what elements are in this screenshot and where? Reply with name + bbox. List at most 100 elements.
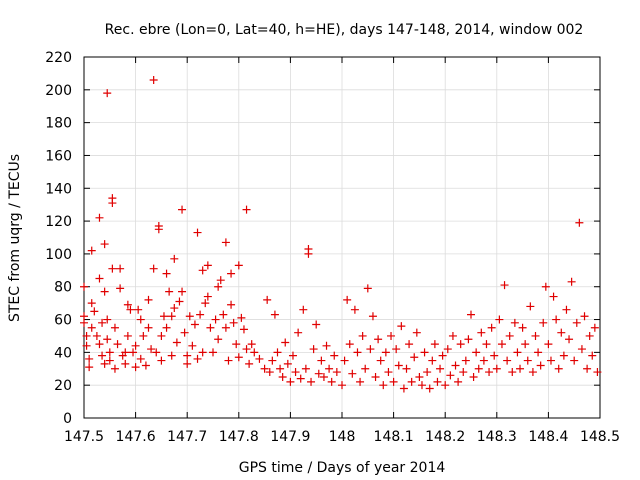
data-point xyxy=(541,282,550,291)
data-point xyxy=(405,340,414,349)
x-tick-label: 148.2 xyxy=(425,429,465,445)
axis-ticks: 0 20 40 60 80 100 120 140 160 180 200 220 147.5 147.6… xyxy=(45,50,620,445)
data-point xyxy=(121,348,130,357)
data-point xyxy=(590,323,599,332)
data-point xyxy=(95,340,104,349)
data-point xyxy=(500,281,509,290)
data-point xyxy=(175,297,184,306)
data-point xyxy=(325,364,334,373)
data-point xyxy=(531,331,540,340)
data-point xyxy=(361,364,370,373)
data-point xyxy=(343,295,352,304)
data-point xyxy=(544,340,553,349)
y-tick-label: 40 xyxy=(54,345,72,361)
data-point xyxy=(178,287,187,296)
data-point xyxy=(98,351,107,360)
data-point xyxy=(201,299,210,308)
data-point xyxy=(534,348,543,357)
data-point xyxy=(159,312,168,321)
data-point xyxy=(147,345,156,354)
data-point xyxy=(183,351,192,360)
y-tick-label: 60 xyxy=(54,313,72,329)
data-point xyxy=(536,361,545,370)
data-point xyxy=(417,381,426,390)
data-point xyxy=(234,261,243,270)
data-point xyxy=(149,75,158,84)
data-point xyxy=(472,348,481,357)
data-point xyxy=(366,345,375,354)
data-point xyxy=(497,340,506,349)
data-point xyxy=(593,368,602,377)
data-point xyxy=(585,331,594,340)
data-point xyxy=(423,368,432,377)
data-point xyxy=(430,340,439,349)
data-point xyxy=(428,356,437,365)
data-point xyxy=(144,295,153,304)
data-point xyxy=(299,305,308,314)
data-point xyxy=(319,372,328,381)
data-point xyxy=(154,225,163,234)
data-point xyxy=(425,384,434,393)
data-point xyxy=(108,264,117,273)
x-axis-label: GPS time / Days of year 2014 xyxy=(239,460,446,476)
data-point xyxy=(247,340,256,349)
data-point xyxy=(237,313,246,322)
data-point xyxy=(116,264,125,273)
data-point xyxy=(87,299,96,308)
data-point xyxy=(567,277,576,286)
data-point xyxy=(286,377,295,386)
data-point xyxy=(415,372,424,381)
data-point xyxy=(193,228,202,237)
data-point xyxy=(503,356,512,365)
data-point xyxy=(80,312,88,321)
data-point xyxy=(296,374,305,383)
data-point xyxy=(185,312,194,321)
data-point xyxy=(85,363,94,372)
data-point xyxy=(221,238,230,247)
data-point xyxy=(577,345,586,354)
data-point xyxy=(580,312,589,321)
data-point xyxy=(162,269,171,278)
data-point xyxy=(410,353,419,362)
data-point xyxy=(100,287,109,296)
data-point xyxy=(105,348,114,357)
data-point xyxy=(178,205,187,214)
data-point xyxy=(454,377,463,386)
data-point xyxy=(345,340,354,349)
data-point xyxy=(397,322,406,331)
data-point xyxy=(167,312,176,321)
data-point xyxy=(464,335,473,344)
data-point xyxy=(203,261,212,270)
x-tick-label: 147.9 xyxy=(270,429,310,445)
data-point xyxy=(216,276,225,285)
data-point xyxy=(508,368,517,377)
data-point xyxy=(510,318,519,327)
data-point xyxy=(131,363,140,372)
data-point xyxy=(505,331,514,340)
data-point xyxy=(103,335,112,344)
data-point xyxy=(165,287,174,296)
data-point xyxy=(384,368,393,377)
data-point xyxy=(490,351,499,360)
data-point xyxy=(209,348,217,357)
data-point xyxy=(588,351,597,360)
data-point xyxy=(263,295,272,304)
data-point xyxy=(549,292,558,301)
data-point xyxy=(433,377,442,386)
data-point xyxy=(121,359,130,368)
data-point xyxy=(131,341,140,350)
data-point xyxy=(234,353,243,362)
data-point xyxy=(265,368,274,377)
data-point xyxy=(420,348,429,357)
chart-title: Rec. ebre (Lon=0, Lat=40, h=HE), days 14… xyxy=(105,22,584,38)
x-tick-label: 147.5 xyxy=(64,429,104,445)
data-point xyxy=(459,368,468,377)
data-point xyxy=(87,246,96,255)
y-tick-label: 200 xyxy=(45,83,72,99)
data-point xyxy=(188,341,197,350)
data-point xyxy=(479,356,488,365)
data-point xyxy=(100,240,109,249)
data-point xyxy=(456,340,465,349)
data-point xyxy=(242,345,251,354)
